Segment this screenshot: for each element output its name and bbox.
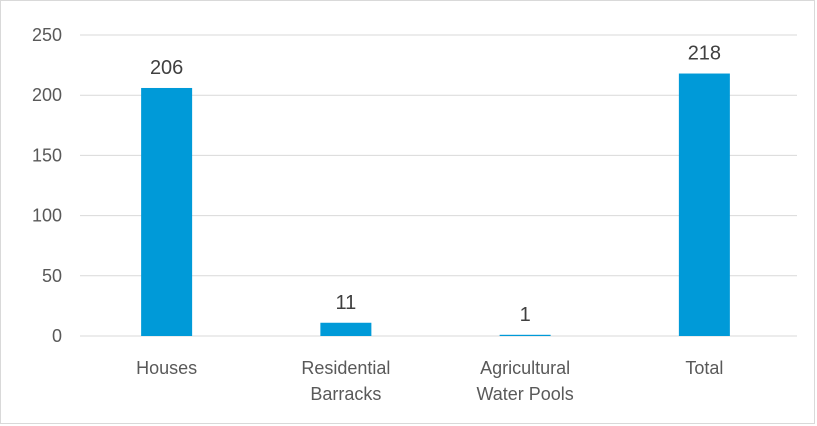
x-tick-label: Water Pools: [476, 384, 573, 404]
x-tick-label: Total: [685, 358, 723, 378]
data-label: 218: [688, 43, 721, 65]
y-tick-label: 100: [32, 206, 62, 226]
bar: [320, 322, 372, 336]
x-axis-categories: Houses Residential Barracks Agricultural Wat…: [136, 358, 723, 404]
y-tick-label: 250: [32, 25, 62, 45]
data-label: 11: [335, 292, 356, 314]
y-tick-label: 0: [52, 326, 62, 346]
bar: [499, 334, 551, 336]
bar: [141, 87, 193, 336]
x-tick-label: Houses: [136, 358, 197, 378]
y-tick-label: 50: [42, 266, 62, 286]
x-tick-label: Agricultural: [480, 358, 570, 378]
data-label: 1: [520, 304, 531, 326]
y-axis-ticks: 0 50 100 150 200 250: [32, 25, 62, 346]
bars: [141, 73, 730, 336]
x-tick-label: Residential: [301, 358, 390, 378]
y-tick-label: 150: [32, 145, 62, 165]
bar: [678, 73, 730, 336]
y-tick-label: 200: [32, 85, 62, 105]
x-tick-label: Barracks: [310, 384, 381, 404]
gridlines: [80, 34, 797, 337]
data-label: 206: [150, 57, 183, 79]
